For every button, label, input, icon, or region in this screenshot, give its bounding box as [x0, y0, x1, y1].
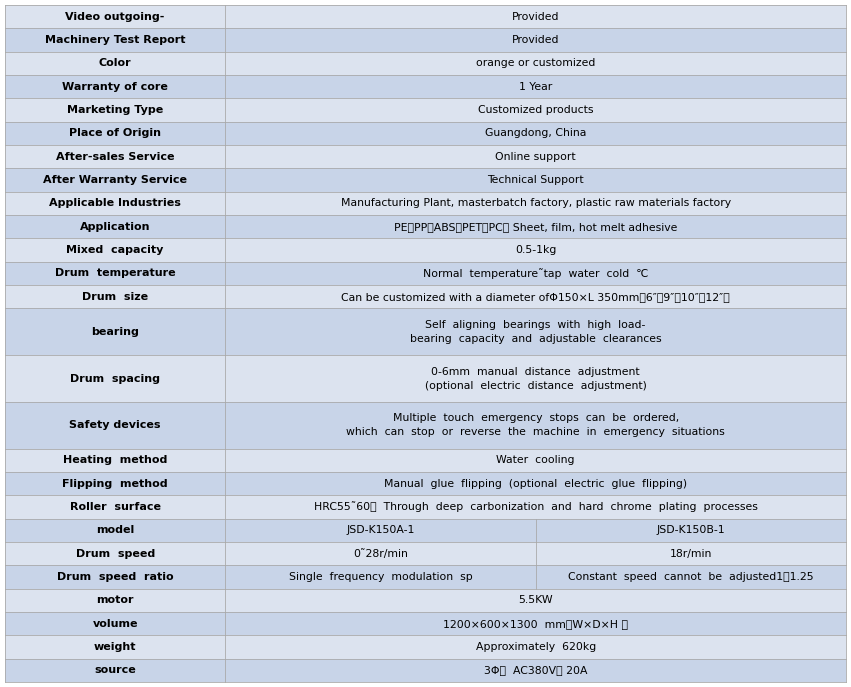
- Text: Can be customized with a diameter ofΦ150×L 350mm（6″、9″、10″、12″）: Can be customized with a diameter ofΦ150…: [341, 292, 730, 302]
- Text: 1 Year: 1 Year: [519, 82, 552, 91]
- Bar: [5, 308, 846, 355]
- Text: 18r/min: 18r/min: [670, 549, 712, 559]
- Text: Provided: Provided: [512, 35, 559, 45]
- Bar: [5, 98, 846, 122]
- Bar: [5, 238, 846, 262]
- Text: bearing: bearing: [91, 327, 139, 337]
- Text: Color: Color: [99, 58, 132, 69]
- Text: Warranty of core: Warranty of core: [62, 82, 168, 91]
- Text: Technical Support: Technical Support: [488, 175, 584, 185]
- Bar: [5, 285, 846, 308]
- Text: Heating  method: Heating method: [63, 455, 168, 465]
- Bar: [5, 542, 846, 565]
- Text: Drum  speed  ratio: Drum speed ratio: [57, 572, 174, 582]
- Text: Drum  size: Drum size: [82, 292, 148, 302]
- Text: Multiple  touch  emergency  stops  can  be  ordered,
which  can  stop  or  rever: Multiple touch emergency stops can be or…: [346, 413, 725, 437]
- Bar: [5, 168, 846, 192]
- Bar: [5, 495, 846, 519]
- Text: Applicable Industries: Applicable Industries: [49, 199, 181, 208]
- Text: HRC55˜60，  Through  deep  carbonization  and  hard  chrome  plating  processes: HRC55˜60， Through deep carbonization and…: [314, 502, 757, 513]
- Text: Marketing Type: Marketing Type: [67, 105, 163, 115]
- Text: Roller  surface: Roller surface: [70, 502, 161, 512]
- Text: JSD-K150B-1: JSD-K150B-1: [656, 526, 725, 535]
- Bar: [5, 635, 846, 659]
- Bar: [5, 355, 846, 402]
- Text: 0.5-1kg: 0.5-1kg: [515, 245, 557, 255]
- Text: Normal  temperature˜tap  water  cold  ℃: Normal temperature˜tap water cold ℃: [423, 268, 648, 279]
- Bar: [5, 659, 846, 682]
- Text: Online support: Online support: [495, 152, 576, 161]
- Text: Single  frequency  modulation  sp: Single frequency modulation sp: [288, 572, 472, 582]
- Bar: [5, 5, 846, 28]
- Text: Water  cooling: Water cooling: [496, 455, 575, 465]
- Text: weight: weight: [94, 642, 136, 652]
- Text: volume: volume: [93, 618, 138, 629]
- Text: After Warranty Service: After Warranty Service: [43, 175, 187, 185]
- Bar: [5, 75, 846, 98]
- Text: Constant  speed  cannot  be  adjusted1：1.25: Constant speed cannot be adjusted1：1.25: [568, 572, 814, 582]
- Bar: [5, 122, 846, 145]
- Text: 0-6mm  manual  distance  adjustment
(optional  electric  distance  adjustment): 0-6mm manual distance adjustment (option…: [425, 367, 647, 390]
- Bar: [5, 28, 846, 52]
- Bar: [5, 145, 846, 168]
- Bar: [5, 565, 846, 589]
- Text: Drum  temperature: Drum temperature: [54, 269, 175, 278]
- Text: 3Φ，  AC380V， 20A: 3Φ， AC380V， 20A: [484, 665, 587, 675]
- Text: Application: Application: [80, 222, 151, 232]
- Bar: [5, 449, 846, 472]
- Text: motor: motor: [96, 596, 134, 605]
- Text: orange or customized: orange or customized: [476, 58, 596, 69]
- Text: After-sales Service: After-sales Service: [56, 152, 174, 161]
- Bar: [5, 192, 846, 215]
- Text: Place of Origin: Place of Origin: [69, 128, 161, 138]
- Text: 0˜28r/min: 0˜28r/min: [353, 549, 408, 559]
- Text: Guangdong, China: Guangdong, China: [485, 128, 586, 138]
- Text: Self  aligning  bearings  with  high  load-
bearing  capacity  and  adjustable  : Self aligning bearings with high load- b…: [410, 320, 661, 344]
- Text: JSD-K150A-1: JSD-K150A-1: [346, 526, 414, 535]
- Text: model: model: [96, 526, 134, 535]
- Text: 5.5KW: 5.5KW: [518, 596, 553, 605]
- Text: Machinery Test Report: Machinery Test Report: [45, 35, 186, 45]
- Text: source: source: [94, 665, 136, 675]
- Bar: [5, 262, 846, 285]
- Bar: [5, 589, 846, 612]
- Text: PE、PP、ABS、PET、PC、 Sheet, film, hot melt adhesive: PE、PP、ABS、PET、PC、 Sheet, film, hot melt …: [394, 222, 677, 232]
- Bar: [5, 52, 846, 75]
- Bar: [5, 519, 846, 542]
- Bar: [5, 472, 846, 495]
- Text: Manufacturing Plant, masterbatch factory, plastic raw materials factory: Manufacturing Plant, masterbatch factory…: [340, 199, 731, 208]
- Text: Drum  speed: Drum speed: [76, 549, 155, 559]
- Text: Safety devices: Safety devices: [70, 420, 161, 430]
- Text: Video outgoing-: Video outgoing-: [66, 12, 165, 22]
- Bar: [5, 612, 846, 635]
- Text: Manual  glue  flipping  (optional  electric  glue  flipping): Manual glue flipping (optional electric …: [384, 479, 688, 488]
- Text: Approximately  620kg: Approximately 620kg: [476, 642, 596, 652]
- Text: 1200×600×1300  mm（W×D×H ）: 1200×600×1300 mm（W×D×H ）: [443, 618, 628, 629]
- Text: Provided: Provided: [512, 12, 559, 22]
- Bar: [5, 215, 846, 238]
- Bar: [5, 402, 846, 449]
- Text: Customized products: Customized products: [478, 105, 593, 115]
- Text: Mixed  capacity: Mixed capacity: [66, 245, 164, 255]
- Text: Drum  spacing: Drum spacing: [70, 374, 160, 383]
- Text: Flipping  method: Flipping method: [62, 479, 168, 488]
